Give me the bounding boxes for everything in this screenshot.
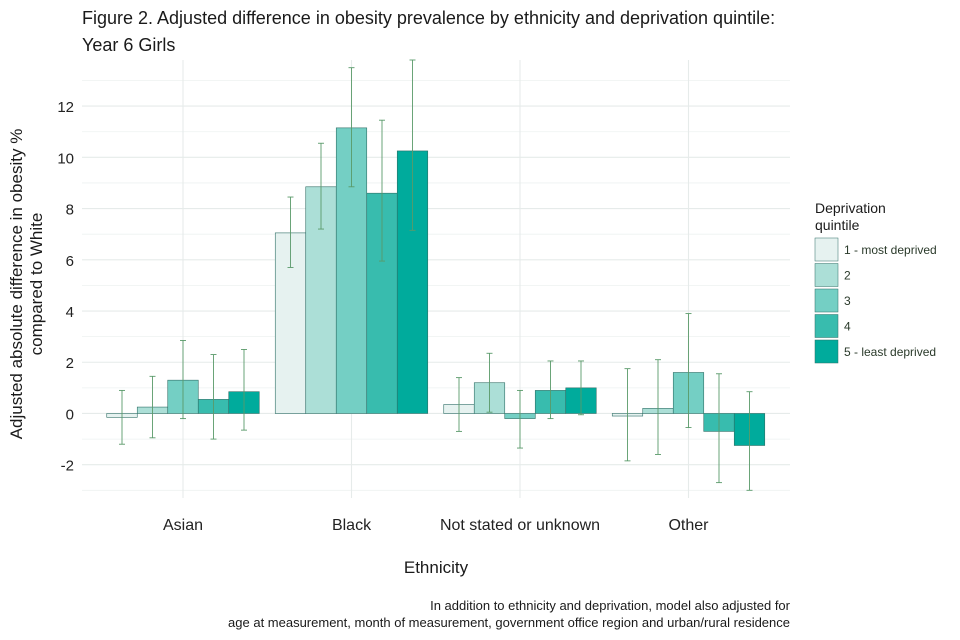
x-tick-label: Asian: [163, 517, 203, 534]
legend-label: 1 - most deprived: [844, 243, 937, 257]
y-tick-label: 12: [57, 99, 74, 116]
x-tick-label: Other: [668, 517, 709, 534]
y-axis-title-line2: compared to White: [27, 213, 46, 356]
chart-title-line1: Figure 2. Adjusted difference in obesity…: [82, 8, 776, 28]
y-tick-label: 6: [66, 253, 74, 270]
x-tick-label: Black: [332, 517, 372, 534]
legend-key: [814, 339, 839, 364]
legend-label: 5 - least deprived: [844, 345, 936, 359]
legend-label: 4: [844, 320, 851, 334]
y-tick-label: 2: [66, 355, 74, 372]
caption-line1: In addition to ethnicity and deprivation…: [430, 598, 790, 613]
y-tick-label: -2: [61, 458, 74, 475]
chart-title-line2: Year 6 Girls: [82, 35, 176, 55]
legend-title: Deprivation quintile: [815, 200, 886, 234]
y-tick-label: 0: [66, 406, 74, 423]
y-tick-label: 10: [57, 150, 74, 167]
caption-line2: age at measurement, month of measurement…: [228, 615, 790, 630]
x-axis-title: Ethnicity: [404, 558, 469, 577]
y-tick-label: 8: [66, 202, 74, 219]
legend-key: [814, 288, 839, 313]
legend-key: [814, 263, 839, 287]
legend-key: [814, 237, 839, 262]
y-tick-label: 4: [66, 304, 74, 321]
legend-label: 3: [844, 294, 851, 308]
x-tick-label: Not stated or unknown: [440, 517, 600, 534]
legend-title-line2: quintile: [815, 217, 860, 233]
legend-label: 2: [844, 269, 851, 283]
y-axis-title-line1: Adjusted absolute difference in obesity …: [7, 129, 26, 440]
legend-key: [814, 314, 839, 338]
legend-title-line1: Deprivation: [815, 200, 886, 216]
